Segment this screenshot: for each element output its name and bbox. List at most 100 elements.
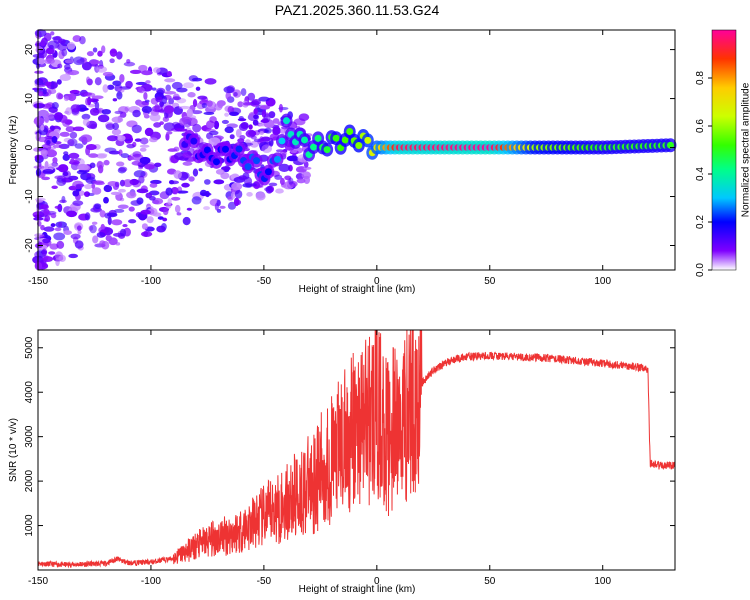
spectrogram-cell: [167, 148, 178, 152]
spectrogram-cell: [165, 132, 170, 141]
spectrogram-cell: [112, 80, 122, 86]
spectrogram-cell: [260, 119, 269, 124]
y-tick-label: 10: [24, 93, 35, 105]
spectrogram-cell: [85, 97, 90, 106]
spectrogram-cell: [128, 219, 137, 224]
spectrogram-cell: [103, 184, 113, 193]
spectrogram-cell: [191, 77, 203, 82]
ridge-cell: [264, 168, 272, 176]
spectrogram-cell: [43, 218, 49, 222]
spectrogram-cell: [112, 98, 118, 102]
spectrogram-cell: [126, 143, 135, 149]
spectrogram-cell: [133, 170, 146, 178]
colorbar-gradient: [711, 29, 737, 271]
snr-frame: [37, 329, 676, 571]
spectrogram-cell: [155, 96, 163, 103]
spectrogram-cell: [181, 182, 190, 188]
ridge-cell: [346, 128, 354, 136]
spectrogram-cell: [99, 210, 106, 218]
spectrogram-cell: [213, 120, 220, 130]
spectrogram-cell: [192, 123, 202, 133]
spectrogram-cell: [48, 162, 60, 169]
spectrogram-cell: [48, 251, 56, 255]
spectrogram-cells: [32, 29, 313, 271]
spectrogram-cell: [70, 233, 81, 240]
snr-series-line: [37, 329, 676, 569]
ridge-cell: [244, 163, 252, 171]
spectrogram-cell: [50, 223, 56, 228]
spectrogram-cell: [139, 156, 151, 165]
spectrogram-cell: [103, 159, 110, 166]
spectrogram-cell: [164, 90, 177, 95]
spectrogram-cell: [301, 171, 312, 179]
spectrogram-cell: [129, 69, 142, 74]
spectrogram-cell: [183, 82, 194, 89]
spectrogram-cell: [234, 189, 243, 199]
spectrogram-cell: [62, 153, 70, 161]
spectrogram-cell: [37, 57, 45, 65]
spectrogram-cell: [49, 125, 55, 131]
spectrogram-cell: [103, 196, 109, 204]
spectrogram-cell: [33, 117, 45, 126]
spectrogram-cell: [136, 197, 144, 205]
y-tick-label: 2000: [24, 470, 35, 493]
spectrogram-cell: [68, 175, 79, 181]
spectrogram-cell: [191, 110, 203, 115]
spectrogram-cell: [259, 136, 264, 144]
spectrogram-cell: [213, 179, 225, 185]
spectrogram-cell: [164, 78, 176, 83]
spectrogram-cell: [248, 124, 253, 130]
spectrogram-cell: [116, 91, 123, 100]
spectrogram-cell: [94, 203, 102, 210]
spectrogram-cell: [146, 216, 154, 224]
spectrogram-cell: [51, 185, 58, 190]
spectrogram-cell: [56, 178, 67, 187]
spectrogram-cell: [52, 157, 58, 164]
spectrogram-cell: [99, 240, 106, 247]
spectrogram-cell: [54, 205, 63, 209]
spectrogram-cell: [191, 196, 202, 205]
spectrogram-cell: [148, 137, 158, 143]
spectrogram-cell: [126, 191, 137, 199]
spectrogram-cell: [43, 208, 50, 216]
spectrogram-cell: [72, 200, 84, 207]
spectrogram-cell: [131, 124, 142, 134]
spectrogram-cell: [156, 225, 166, 233]
ridge-cell: [355, 142, 363, 150]
spectrogram-cell: [116, 51, 123, 60]
x-tick-label: 0: [374, 276, 380, 287]
spectrogram-cell: [34, 154, 44, 160]
spectrogram-x-label: Height of straight line (km): [299, 284, 416, 295]
spectrogram-cell: [84, 184, 93, 190]
spectrogram-cell: [187, 92, 196, 98]
spectrogram-cell: [88, 153, 99, 158]
spectrogram-cell: [46, 114, 54, 120]
spectrogram-cell: [197, 95, 208, 100]
spectrogram-cell: [80, 134, 93, 143]
spectrogram-cell: [209, 116, 217, 124]
spectrogram-cell: [69, 131, 78, 139]
spectrogram-cell: [143, 230, 149, 237]
spectrogram-cell: [96, 231, 106, 238]
spectrogram-cell: [188, 176, 195, 182]
y-tick-label: 1000: [24, 514, 35, 537]
ridge-cell: [341, 136, 349, 144]
spectrogram-cell: [56, 79, 62, 85]
spectrogram-cell: [46, 140, 51, 145]
spectrogram-cell: [70, 104, 81, 113]
spectrogram-cell: [66, 42, 76, 50]
spectrogram-cell: [264, 127, 272, 134]
snr-y-label: SNR (10 * v/v): [8, 418, 19, 482]
spectrogram-cell: [242, 102, 252, 106]
spectrogram-cell: [232, 89, 242, 98]
spectrogram-cell: [44, 58, 55, 65]
spectrogram-cell: [51, 102, 59, 109]
spectrogram-cell: [208, 137, 221, 146]
spectrogram-cell: [303, 166, 312, 170]
spectrogram-cell: [52, 144, 63, 149]
chart-title: PAZ1.2025.360.11.53.G24: [275, 2, 440, 18]
spectrogram-cell: [109, 58, 115, 64]
snr-y-ticks: 1000 2000 3000 4000 5000: [24, 336, 675, 537]
ridge-cell: [301, 136, 309, 144]
spectrogram-cell: [37, 90, 44, 97]
